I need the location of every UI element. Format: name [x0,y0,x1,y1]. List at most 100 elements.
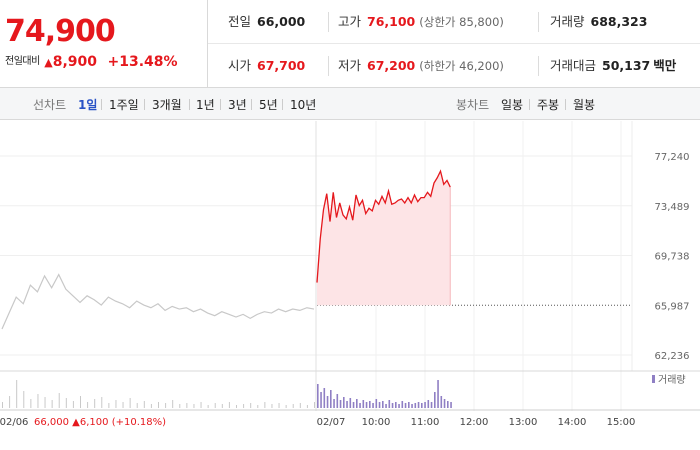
chart-period-tabs: 선차트 1일 1주일 3개월 1년 3년 5년 10년 봉차트 일봉 주봉 월봉 [0,88,700,120]
volume-bar [165,403,167,408]
current-price: 74,900 [5,14,116,49]
volume-bar [317,384,319,408]
volume-bar [122,402,124,408]
tab-1-day[interactable]: 1일 [78,98,98,112]
volume-bar [356,399,358,408]
stat-high: 고가 76,100 (상한가 85,800) [338,14,504,30]
volume-bar [221,404,223,408]
volume-bar [108,403,110,408]
volume-bar [271,404,273,408]
stat-value: 67,200 [367,58,416,73]
volume-bar [87,402,89,408]
candle-chart-label: 봉차트 [456,98,490,112]
volume-bar [391,403,394,408]
volume-bar [179,404,181,408]
stat-prev-close: 전일 66,000 [228,14,305,30]
tab-10-years[interactable]: 10년 [290,98,317,112]
volume-bar [285,405,287,408]
stat-value: 688,323 [590,14,648,29]
volume-bar [264,402,266,408]
volume-bar [346,401,348,408]
stat-value: 67,700 [257,58,306,73]
tab-1-year[interactable]: 1년 [196,98,215,112]
stats-row-1: 전일 66,000 고가 76,100 (상한가 85,800) 거래량 688,323 [208,0,700,44]
volume-bar [417,402,420,408]
volume-bar [369,401,371,408]
volume-bar [72,401,74,408]
volume-bar [430,402,433,408]
upper-limit-note: (상한가 85,800) [419,15,504,29]
prev-day-price: 66,000 [34,417,69,428]
stat-label: 고가 [338,14,362,29]
tab-5-years[interactable]: 5년 [259,98,278,112]
volume-bar [257,405,259,408]
volume-bar [437,380,439,408]
up-arrow-icon: ▲ [44,56,53,69]
volume-bar [333,399,335,408]
volume-bar [339,400,342,408]
divider [328,12,329,32]
volume-bar [186,403,188,408]
volume-bar [306,405,308,408]
tab-daily-candle[interactable]: 일봉 [501,98,524,112]
stats-row-2: 시가 67,700 저가 67,200 (하한가 46,200) 거래대금 50,137… [208,44,700,88]
x-tick-label: 11:00 [411,417,440,428]
tab-monthly-candle[interactable]: 월봉 [573,98,596,112]
stat-volume: 거래량 688,323 [550,14,647,30]
quote-header: 74,900 전일대비 ▲8,900 +13.48% 전일 66,000 고가 76… [0,0,700,88]
divider [538,56,539,76]
volume-bar [193,404,195,408]
y-tick-label: 77,240 [655,152,690,163]
stats-grid: 전일 66,000 고가 76,100 (상한가 85,800) 거래량 688,323… [208,0,700,88]
volume-bar [37,394,39,408]
stat-value: 76,100 [367,14,416,29]
volume-bar [320,392,322,408]
volume-bar [395,402,397,408]
tab-divider [101,99,102,110]
tab-3-years[interactable]: 3년 [228,98,247,112]
tab-divider [144,99,145,110]
volume-legend-label: 거래량 [658,374,686,386]
volume-bar [44,397,46,408]
volume-bar [365,402,368,408]
x-tick-label: 02/06 [0,417,28,428]
volume-bar [398,404,400,408]
volume-bar [150,404,152,408]
prev-day-price-line [1,273,315,330]
tab-3-months[interactable]: 3개월 [152,98,182,112]
volume-bar [336,394,339,408]
volume-bar [94,399,96,408]
chart-canvas: 77,240 73,489 69,738 65,987 62,236 거래량 02/06 02… [0,121,700,428]
divider [328,56,329,76]
tab-divider [220,99,221,110]
volume-bar [330,390,332,408]
volume-bar [172,400,174,408]
volume-bar [101,397,103,408]
y-tick-label: 65,987 [655,301,690,312]
tab-divider [189,99,190,110]
volume-bar [58,393,60,408]
volume-bar [388,400,391,408]
change-row: 전일대비 ▲8,900 +13.48% [5,53,178,72]
volume-bar [401,401,404,408]
stat-value: 50,137 [602,58,651,73]
volume-bar [214,403,216,408]
volume-bar [299,403,301,408]
volume-bar [326,396,329,408]
today-price-area [317,171,451,306]
volume-bar [51,400,53,408]
intraday-chart[interactable]: 77,240 73,489 69,738 65,987 62,236 거래량 02/06 02… [0,121,700,450]
tab-weekly-candle[interactable]: 주봉 [537,98,560,112]
volume-bar [314,402,315,408]
tab-1-week[interactable]: 1주일 [109,98,139,112]
tab-divider [529,99,530,110]
stat-unit: 백만 [653,58,677,73]
line-chart-label: 선차트 [33,98,67,112]
prev-day-percent: (+10.18%) [109,417,167,428]
volume-bar [23,391,25,408]
volume-bar [30,399,32,408]
volume-bar [382,401,384,408]
volume-bar [427,400,430,408]
stat-label: 전일 [228,14,252,29]
volume-bar [16,380,18,408]
